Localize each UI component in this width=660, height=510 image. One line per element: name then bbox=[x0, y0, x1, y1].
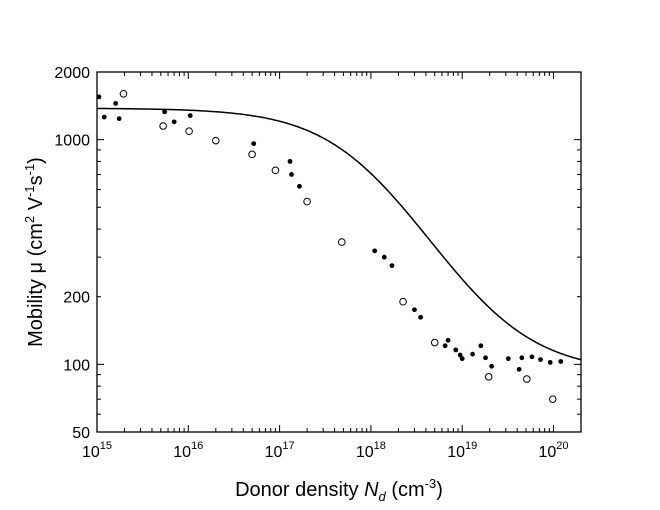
open-data-point bbox=[119, 89, 128, 98]
filled-data-point bbox=[101, 114, 107, 120]
filled-data-point bbox=[453, 347, 459, 353]
filled-data-point bbox=[459, 356, 465, 362]
filled-data-point bbox=[171, 119, 177, 125]
open-data-point bbox=[484, 373, 493, 381]
y-tick-label: 50 bbox=[72, 425, 90, 442]
open-data-point bbox=[271, 166, 280, 175]
filled-data-point bbox=[489, 363, 495, 369]
y-tick-label: 200 bbox=[63, 290, 90, 307]
filled-data-point bbox=[251, 141, 257, 147]
open-data-point bbox=[159, 122, 167, 130]
open-data-point bbox=[211, 136, 220, 145]
axis-ticks bbox=[96, 71, 582, 433]
filled-data-point bbox=[547, 360, 553, 365]
open-data-point bbox=[248, 150, 256, 159]
x-tick-label: 1015 bbox=[82, 440, 112, 461]
open-data-point bbox=[548, 395, 557, 403]
fit-curve bbox=[96, 107, 582, 361]
filled-data-point bbox=[372, 248, 378, 254]
filled-data-point bbox=[558, 359, 564, 364]
filled-data-point bbox=[187, 113, 193, 118]
filled-data-point bbox=[538, 357, 543, 362]
filled-data-point bbox=[381, 254, 387, 260]
open-data-point bbox=[430, 338, 439, 347]
plot-frame bbox=[96, 71, 582, 433]
x-axis-title: Donor density Nd (cm-3) bbox=[235, 476, 443, 504]
filled-data-point bbox=[412, 307, 417, 313]
filled-data-point bbox=[483, 355, 488, 361]
filled-data-point bbox=[389, 263, 395, 269]
x-tick-label: 1020 bbox=[538, 440, 568, 461]
filled-data-point bbox=[162, 109, 168, 115]
y-tick-label: 100 bbox=[63, 357, 90, 374]
filled-data-point bbox=[516, 366, 522, 372]
y-tick-label: 1000 bbox=[54, 133, 90, 150]
tick-labels: 1015 1016 1017 1018 1019 1020 50 100 200 1000 2000 bbox=[54, 65, 568, 461]
filled-data-point bbox=[442, 343, 448, 349]
filled-data-point bbox=[116, 116, 122, 122]
filled-data-point bbox=[289, 172, 294, 177]
y-tick-label: 2000 bbox=[54, 65, 90, 82]
filled-data-point bbox=[287, 159, 293, 164]
x-tick-label: 1017 bbox=[265, 440, 295, 461]
filled-data-point bbox=[113, 100, 119, 106]
filled-data-point bbox=[519, 355, 525, 361]
filled-data-point bbox=[418, 314, 423, 320]
filled-data-point bbox=[96, 94, 102, 100]
x-tick-label: 1019 bbox=[447, 440, 477, 461]
x-tick-label: 1018 bbox=[356, 440, 386, 461]
filled-data-point bbox=[297, 183, 302, 189]
filled-data-point bbox=[470, 351, 476, 357]
x-tick-label: 1016 bbox=[173, 440, 203, 461]
open-data-point bbox=[303, 197, 311, 206]
open-data-point bbox=[185, 127, 193, 136]
filled-data-point bbox=[445, 337, 451, 343]
y-axis-title: Mobility μ (cm2 V-1s-1) bbox=[22, 157, 47, 347]
open-data-point bbox=[399, 297, 407, 306]
data-series bbox=[96, 89, 582, 403]
open-data-point bbox=[523, 375, 531, 383]
filled-data-point bbox=[457, 352, 463, 358]
filled-data-point bbox=[505, 356, 511, 362]
open-data-point bbox=[338, 238, 346, 246]
filled-data-point bbox=[529, 354, 535, 360]
filled-data-point bbox=[478, 343, 484, 349]
